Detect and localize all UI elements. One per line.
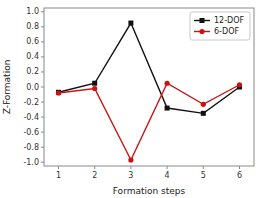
y-tick-label: -1.0 (23, 158, 39, 167)
x-tick-label: 5 (201, 171, 206, 180)
data-point (201, 102, 206, 107)
x-tick-label: 2 (92, 171, 97, 180)
y-tick (41, 56, 44, 57)
x-tick-label: 4 (165, 171, 170, 180)
x-tick (203, 166, 204, 169)
legend-box (190, 12, 250, 40)
legend-label: 6-DOF (214, 27, 239, 36)
y-tick-label: 1.0 (26, 7, 39, 16)
x-tick-label: 6 (237, 171, 242, 180)
legend: 12-DOF 6-DOF (190, 12, 250, 40)
x-tick (167, 166, 168, 169)
y-axis-label: Z-Formation (2, 60, 12, 115)
y-tick-label: -0.4 (23, 113, 39, 122)
legend-marker (199, 29, 204, 34)
data-point (237, 82, 242, 87)
x-axis-label: Formation steps (113, 186, 186, 196)
data-point (128, 157, 133, 162)
series-line (58, 83, 239, 160)
y-tick-label: 0.6 (26, 37, 39, 46)
y-tick (41, 87, 44, 88)
y-tick (41, 26, 44, 27)
data-point (165, 106, 170, 111)
data-point (92, 81, 97, 86)
plot-frame (44, 8, 254, 166)
y-tick (41, 102, 44, 103)
data-point (201, 111, 206, 116)
y-tick-label: -0.8 (23, 143, 39, 152)
legend-label: 12-DOF (214, 16, 245, 25)
y-tick (41, 41, 44, 42)
x-tick (239, 166, 240, 169)
y-tick-label: -0.6 (23, 128, 39, 137)
data-point (165, 81, 170, 86)
plot-area (56, 21, 242, 163)
y-tick-label: -0.2 (23, 98, 39, 107)
y-tick-label: 0.0 (26, 83, 39, 92)
y-tick (41, 71, 44, 72)
x-tick (130, 166, 131, 169)
y-tick (41, 147, 44, 148)
y-tick-label: 0.4 (26, 52, 39, 61)
x-tick-label: 3 (128, 171, 133, 180)
y-tick-label: 0.2 (26, 67, 39, 76)
data-point (92, 86, 97, 91)
y-tick (41, 117, 44, 118)
y-tick (41, 162, 44, 163)
y-tick (41, 132, 44, 133)
y-tick (41, 11, 44, 12)
x-tick (94, 166, 95, 169)
x-tick-label: 1 (56, 171, 61, 180)
x-tick (58, 166, 59, 169)
data-point (56, 90, 61, 95)
legend-marker (200, 18, 205, 23)
chart: 1.00.80.60.40.20.0-0.2-0.4-0.6-0.8-1.012… (0, 0, 262, 198)
data-point (128, 21, 133, 26)
data-point (56, 90, 61, 95)
y-tick-label: 0.8 (26, 22, 39, 31)
